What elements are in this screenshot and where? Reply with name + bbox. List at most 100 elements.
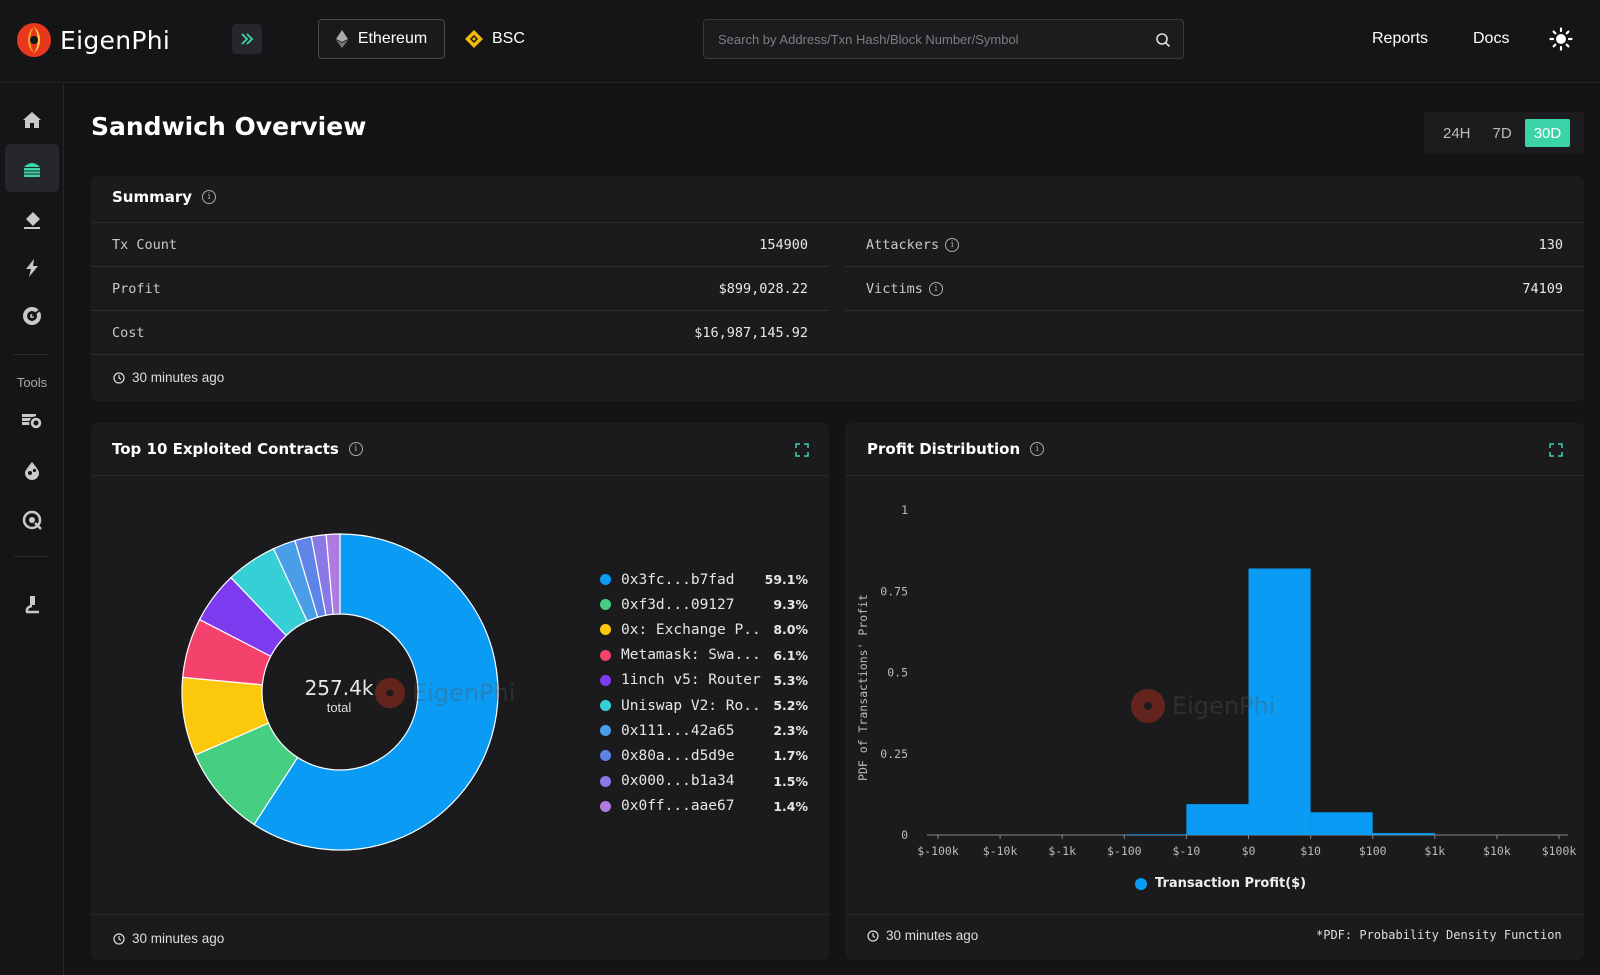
legend-item[interactable]: 0x80a...d5d9e 1.7% — [600, 743, 808, 768]
info-icon[interactable]: i — [928, 281, 943, 296]
legend-item[interactable]: Uniswap V2: Ro... 5.2% — [600, 693, 808, 718]
y-tick-label: 0.25 — [880, 747, 908, 761]
info-icon[interactable]: i — [348, 442, 363, 456]
card-divider — [845, 475, 1584, 476]
fullscreen-icon[interactable] — [795, 443, 809, 457]
legend-percent: 6.1% — [773, 647, 808, 663]
bsc-icon — [465, 30, 483, 48]
y-axis-label: PDF of Transactions' Profit — [856, 594, 870, 781]
legend-item[interactable]: 0x0ff...aae67 1.4% — [600, 794, 808, 819]
timestamp-text: 30 minutes ago — [132, 931, 225, 946]
donut-total-label: total — [326, 700, 352, 715]
y-tick-label: 1 — [901, 503, 908, 517]
legend-dot — [1135, 877, 1147, 890]
sidebar-item-liquidation[interactable] — [5, 196, 59, 244]
histogram-bar[interactable] — [1372, 833, 1435, 835]
double-chevron-right-icon — [241, 33, 254, 45]
legend-item[interactable]: 1inch v5: Router 5.3% — [600, 668, 808, 693]
x-tick-label: $-1k — [1048, 844, 1076, 858]
x-tick-label: $-10 — [1173, 844, 1201, 858]
profit-distribution-title-text: Profit Distribution — [867, 440, 1021, 458]
sidebar-tool-pool[interactable] — [5, 446, 59, 494]
legend-percent: 5.3% — [773, 672, 808, 688]
info-icon[interactable]: i — [945, 237, 960, 252]
legend-percent: 9.3% — [773, 597, 808, 613]
summary-label-text: Victims — [866, 280, 923, 297]
legend-item[interactable]: Metamask: Swa... 6.1% — [600, 643, 808, 668]
x-tick-label: $10 — [1300, 844, 1321, 858]
histogram-bar[interactable] — [1186, 804, 1249, 835]
histogram-bar[interactable] — [1248, 568, 1311, 836]
sidebar-item-radar[interactable] — [5, 292, 59, 340]
legend-item[interactable]: 0x000...b1a34 1.5% — [600, 769, 808, 794]
chain-ethereum-button[interactable]: Ethereum — [318, 19, 445, 59]
range-7d-button[interactable]: 7D — [1492, 124, 1512, 142]
chain-bsc-label: BSC — [492, 30, 525, 47]
search-icon[interactable] — [1155, 32, 1171, 48]
histogram-legend[interactable]: Transaction Profit($) — [1135, 876, 1306, 891]
clock-icon — [867, 929, 879, 942]
y-tick-label: 0 — [901, 828, 908, 842]
profit-distribution-card — [845, 423, 1584, 960]
top-bar: EigenPhi Ethereum BSC Reports Docs — [0, 0, 1600, 83]
sidebar-tool-coins[interactable] — [5, 396, 59, 444]
summary-label: Tx Count — [112, 236, 178, 253]
contracts-legend: 0x3fc...b7fad 59.1% 0xf3d...09127 9.3% 0x: E… — [600, 567, 808, 819]
nav-reports-link[interactable]: Reports — [1372, 30, 1429, 47]
profit-updated: 30 minutes ago — [867, 928, 978, 943]
nav-docs-link[interactable]: Docs — [1473, 30, 1510, 47]
range-24h-button[interactable]: 24H — [1443, 124, 1471, 142]
card-divider — [845, 914, 1584, 915]
summary-value: 74109 — [1522, 280, 1563, 297]
summary-value: $899,028.22 — [718, 280, 808, 297]
legend-dot — [600, 649, 611, 661]
legend-item[interactable]: 0x3fc...b7fad 59.1% — [600, 567, 808, 592]
legend-dot — [600, 624, 611, 636]
clock-icon — [113, 371, 125, 384]
sidebar: Tools — [0, 84, 64, 975]
legend-percent: 8.0% — [773, 622, 808, 638]
legend-label: 1inch v5: Router — [621, 672, 761, 689]
donut-slice[interactable] — [253, 533, 499, 851]
sidebar-divider — [14, 556, 48, 557]
histogram-bar[interactable] — [1310, 812, 1373, 835]
sidebar-tool-lab[interactable] — [5, 580, 59, 628]
brand-logo[interactable]: EigenPhi — [16, 22, 170, 58]
histogram-legend-label: Transaction Profit($) — [1155, 876, 1307, 891]
summary-row-tx-count: Tx Count 154900 — [91, 223, 829, 267]
search-input[interactable] — [704, 20, 1183, 58]
legend-label: 0x3fc...b7fad — [621, 571, 735, 588]
page-title: Sandwich Overview — [91, 112, 367, 141]
legend-item[interactable]: 0x111...42a65 2.3% — [600, 718, 808, 743]
donut-slice[interactable] — [325, 533, 341, 615]
sidebar-item-home[interactable] — [5, 96, 59, 144]
legend-dot — [600, 674, 611, 686]
summary-row-attackers: Attackers i 130 — [845, 223, 1584, 267]
summary-label: Attackers i — [866, 236, 960, 253]
chain-bsc-button[interactable]: BSC — [464, 19, 525, 59]
sidebar-tool-scan[interactable] — [5, 496, 59, 544]
sidebar-item-sandwich[interactable] — [5, 144, 59, 192]
info-icon[interactable]: i — [1030, 442, 1045, 456]
histogram-bar[interactable] — [1124, 834, 1187, 835]
info-icon[interactable]: i — [202, 190, 217, 204]
sidebar-item-flashloan[interactable] — [5, 244, 59, 292]
fullscreen-icon[interactable] — [1549, 443, 1563, 457]
legend-dot — [600, 750, 611, 762]
x-tick-label: $10k — [1483, 844, 1511, 858]
sidebar-divider — [14, 354, 48, 355]
range-30d-button[interactable]: 30D — [1524, 119, 1571, 147]
legend-dot — [600, 574, 611, 586]
legend-item[interactable]: 0x: Exchange P... 8.0% — [600, 617, 808, 642]
drop-icon — [25, 462, 39, 480]
legend-label: 0x: Exchange P... — [621, 621, 764, 638]
x-tick-label: $100k — [1542, 844, 1577, 858]
theme-toggle-sun-icon[interactable] — [1549, 27, 1573, 51]
legend-label: 0x000...b1a34 — [621, 773, 735, 790]
legend-percent: 1.5% — [773, 773, 808, 789]
pdf-footnote: *PDF: Probability Density Function — [1316, 928, 1562, 942]
legend-percent: 1.7% — [773, 748, 808, 764]
expand-sidebar-button[interactable] — [232, 24, 262, 54]
legend-item[interactable]: 0xf3d...09127 9.3% — [600, 592, 808, 617]
summary-label-text: Attackers — [866, 236, 940, 253]
